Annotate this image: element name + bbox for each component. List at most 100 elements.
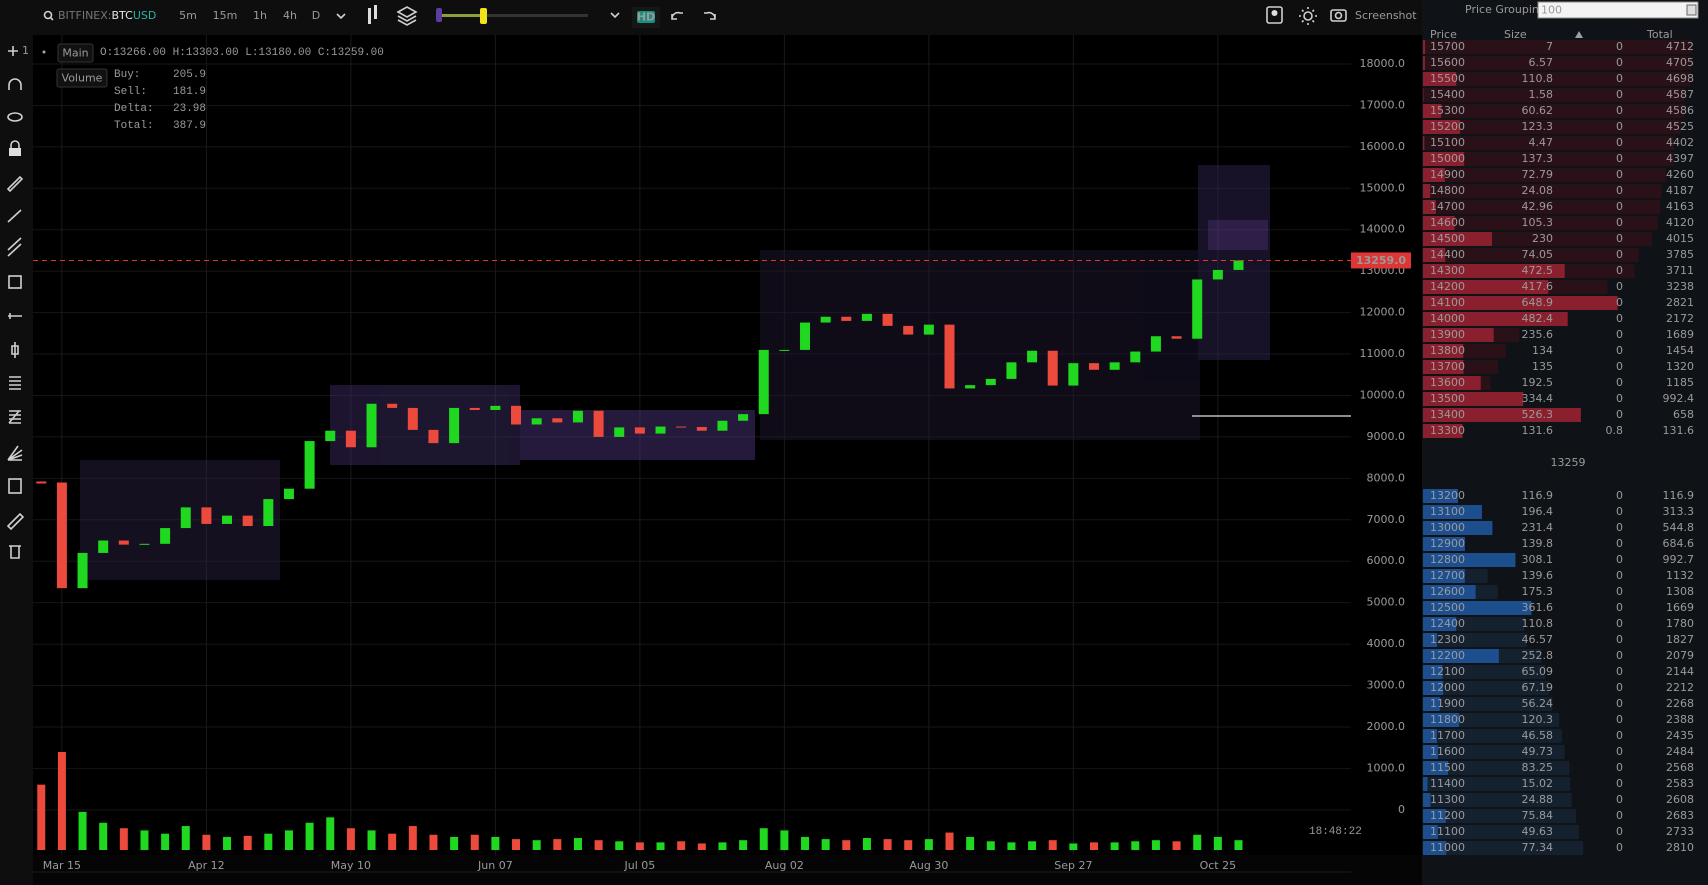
timeframe[interactable]: 4h [283, 9, 297, 22]
candle [77, 552, 88, 589]
volume-bar [1151, 840, 1160, 850]
base-currency: BTC [112, 9, 134, 22]
hd-badge[interactable] [637, 11, 655, 23]
candle [923, 324, 934, 335]
depth-total-bar [1423, 761, 1570, 775]
volume-bar [1193, 834, 1202, 850]
main-label-box[interactable] [57, 43, 94, 63]
sum: 0 [1616, 120, 1623, 133]
redo[interactable] [704, 11, 716, 20]
size: 110.8 [1522, 617, 1554, 630]
price: 11400 [1430, 777, 1465, 790]
camera-icon[interactable] [1330, 9, 1347, 22]
price: 12000 [1430, 681, 1465, 694]
dropdown[interactable] [336, 13, 346, 20]
depth-size-bar [1423, 280, 1549, 294]
column-header[interactable]: Total [1646, 28, 1673, 41]
fan-tool[interactable] [7, 445, 23, 461]
total: 1689 [1666, 328, 1694, 341]
input-spinner[interactable] [1686, 4, 1697, 16]
fib-tool[interactable] [9, 376, 21, 390]
candle [614, 427, 625, 437]
size: 46.58 [1522, 729, 1554, 742]
volume-bar [512, 839, 521, 850]
search-icon[interactable] [43, 10, 53, 20]
volume-label-box[interactable] [56, 68, 108, 88]
sum: 0 [1616, 825, 1623, 838]
total: 2608 [1666, 793, 1694, 806]
depth-total-bar [1423, 40, 1692, 54]
sum: 0 [1616, 184, 1623, 197]
volume-bar [1069, 843, 1078, 850]
total: 4698 [1666, 72, 1694, 85]
price: 13200 [1430, 489, 1465, 502]
theme-icon[interactable] [1303, 11, 1313, 21]
depth-size-bar [1423, 72, 1457, 86]
volume-bar [346, 828, 355, 850]
total: 313.3 [1663, 505, 1695, 518]
size: 24.88 [1522, 793, 1554, 806]
candle [469, 407, 480, 410]
slider-start[interactable] [436, 8, 442, 22]
candle [139, 543, 150, 545]
channel-tool[interactable] [7, 237, 22, 257]
timeframe[interactable]: 1h [253, 9, 267, 22]
symbol[interactable]: BITFINEX:BTCUSD [58, 9, 156, 22]
theme-icon-rays [1299, 7, 1317, 25]
candle [882, 313, 893, 326]
candle-icon[interactable] [368, 8, 371, 24]
price: 11300 [1430, 793, 1465, 806]
magnet-tool[interactable] [8, 78, 22, 90]
timeframe[interactable]: 15m [213, 9, 238, 22]
depth-total-bar [1423, 168, 1666, 182]
depth-size-bar [1423, 264, 1565, 278]
ruler-tool[interactable] [6, 512, 25, 531]
note-tool[interactable] [8, 478, 22, 494]
price: 11500 [1430, 761, 1465, 774]
timeframe[interactable]: 5m [179, 9, 197, 22]
total: 1320 [1666, 360, 1694, 373]
rect-tool[interactable] [8, 275, 22, 289]
screenshot-button[interactable]: Screenshot [1355, 9, 1417, 22]
volume-bar [945, 832, 954, 850]
column-header[interactable]: Size [1504, 28, 1527, 41]
user-icon[interactable] [1266, 6, 1283, 24]
y-tick-label: 11000.0 [1360, 347, 1406, 360]
eye-tool[interactable] [7, 112, 23, 122]
price: 12500 [1430, 601, 1465, 614]
layers-icon[interactable] [396, 6, 418, 26]
depth-size-bar [1423, 521, 1493, 535]
grouping-input[interactable] [1537, 1, 1699, 19]
slider-knob[interactable] [480, 8, 487, 24]
sum: 0 [1616, 248, 1623, 261]
horizontal-line-tool[interactable] [8, 313, 22, 319]
volume-bar [759, 828, 768, 850]
pen-tool[interactable] [6, 175, 24, 193]
depth-size-bar [1423, 376, 1481, 390]
price: 13500 [1430, 392, 1465, 405]
fib-extension-tool[interactable] [8, 410, 21, 424]
total: 1669 [1666, 601, 1694, 614]
volume-bar [904, 840, 913, 850]
lock-tool[interactable] [9, 148, 21, 156]
size: 482.4 [1522, 312, 1554, 325]
depth-size-bar [1423, 312, 1568, 326]
volume-bar [718, 842, 727, 850]
sum: 0 [1616, 681, 1623, 694]
vertical-line-tool[interactable] [11, 342, 19, 358]
line-tool[interactable] [7, 209, 22, 223]
sum: 0 [1616, 392, 1623, 405]
dropdown[interactable] [610, 12, 620, 19]
column-header[interactable]: Price [1430, 28, 1457, 41]
y-tick-label: 17000.0 [1360, 98, 1406, 111]
undo[interactable] [671, 11, 683, 20]
volume-bar [739, 840, 748, 850]
sort-icon[interactable] [1575, 31, 1583, 38]
total: 3238 [1666, 280, 1694, 293]
trash-tool[interactable] [9, 545, 21, 559]
zoom-icon[interactable] [8, 46, 18, 56]
x-tick-label: Aug 02 [765, 859, 804, 872]
y-tick-label: 16000.0 [1360, 140, 1406, 153]
mid-price-row [1422, 439, 1708, 487]
timeframe[interactable]: D [312, 9, 320, 22]
